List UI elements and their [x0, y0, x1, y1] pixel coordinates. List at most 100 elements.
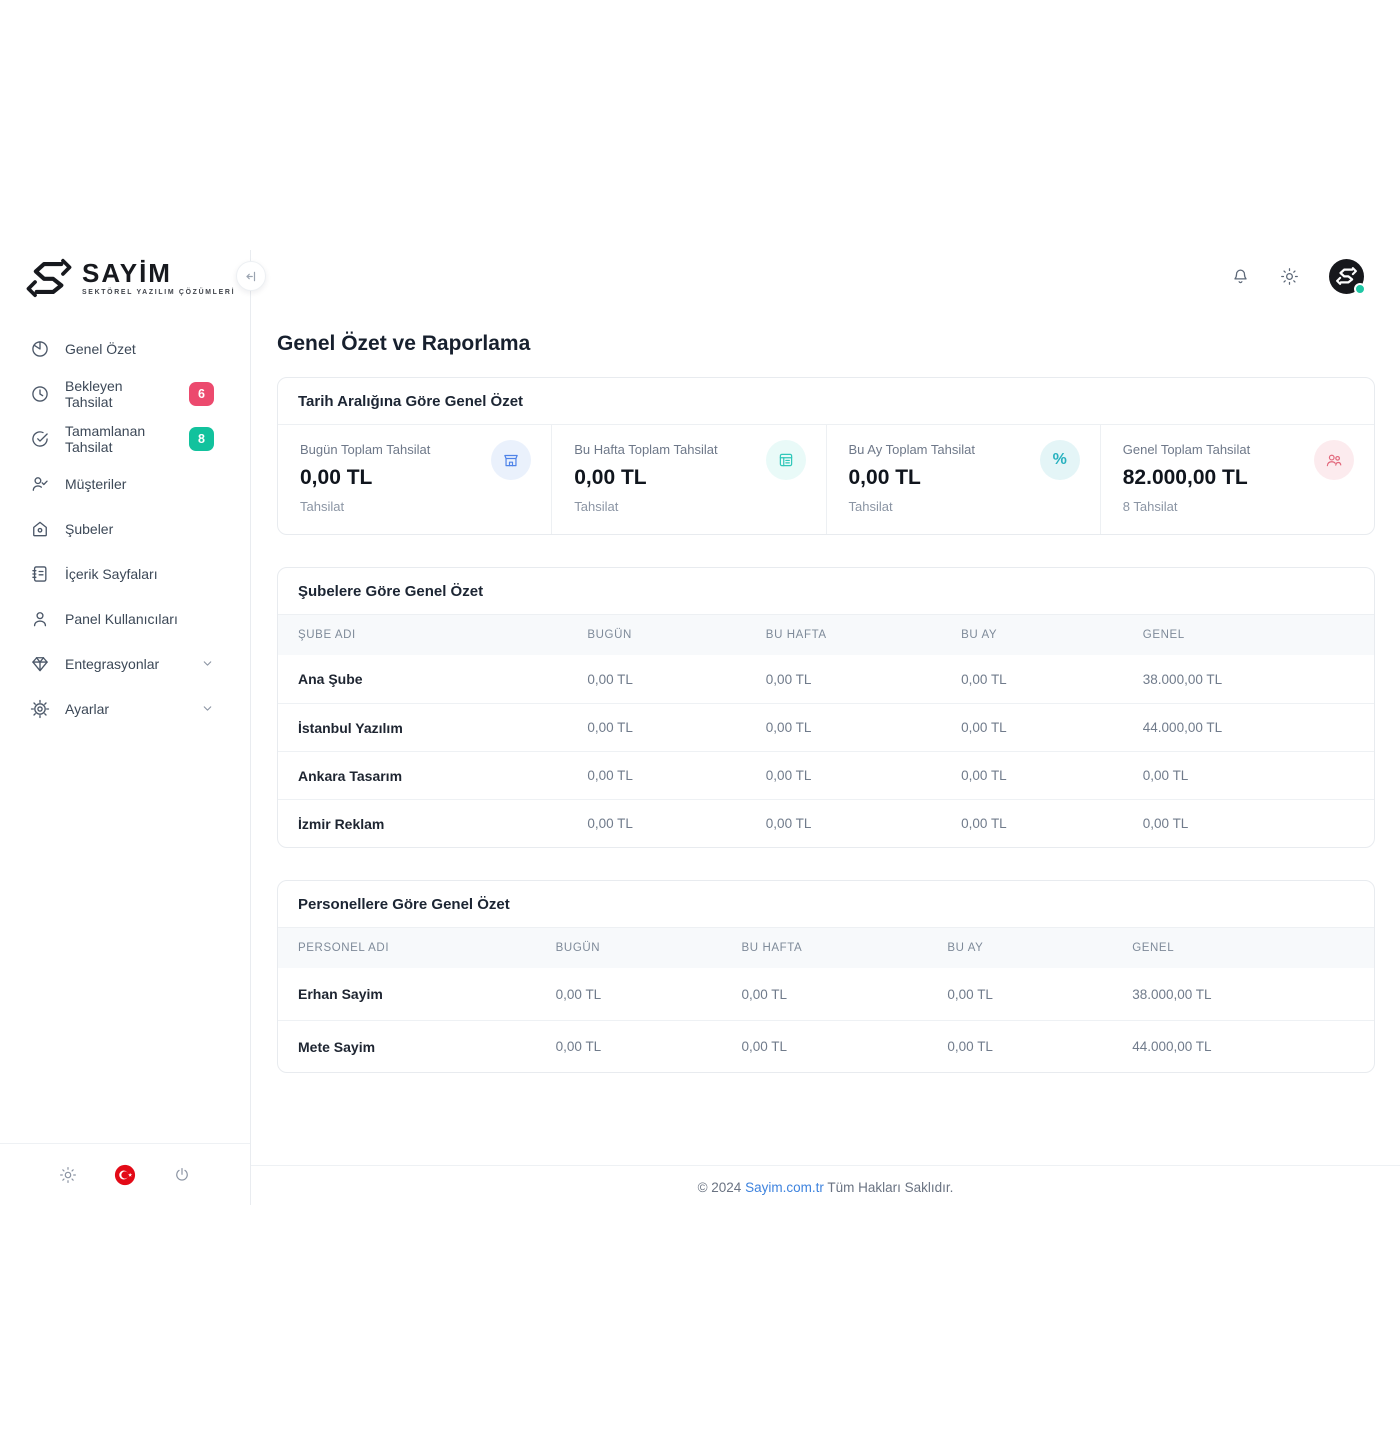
cell-genel: 44.000,00 TL — [1142, 720, 1223, 735]
staff-card-title: Personellere Göre Genel Özet — [278, 881, 1374, 928]
sidebar-nav: Genel Özet Bekleyen Tahsilat 6 Tamamlana — [0, 326, 250, 1143]
column-header: GENEL — [1142, 629, 1185, 641]
sidebar-item-entegrasyonlar[interactable]: Entegrasyonlar — [0, 641, 250, 686]
brand-name: SAYİM — [82, 258, 172, 288]
collapse-left-icon — [244, 269, 259, 284]
staff-name: Mete Sayim — [298, 1038, 376, 1055]
theme-toggle-button[interactable] — [1280, 267, 1299, 286]
table-row: Ana Şube 0,00 TL 0,00 TL 0,00 TL 38.000,… — [278, 655, 1374, 703]
sidebar-item-label: Tamamlanan Tahsilat — [65, 422, 146, 455]
top-bar — [251, 250, 1400, 302]
cell-bugun: 0,00 TL — [587, 768, 633, 783]
table-row: İstanbul Yazılım 0,00 TL 0,00 TL 0,00 TL… — [278, 703, 1374, 751]
table-header-row: ŞUBE ADI BUGÜN BU HAFTA BU AY GENEL — [278, 615, 1374, 655]
page-title: Genel Özet ve Raporlama — [277, 332, 531, 355]
column-header: GENEL — [1132, 942, 1175, 954]
sidebar-item-label: Genel Özet — [65, 340, 136, 357]
column-header: BUGÜN — [587, 629, 632, 641]
turkish-flag-icon — [114, 1164, 136, 1186]
table-row: Ankara Tasarım 0,00 TL 0,00 TL 0,00 TL 0… — [278, 751, 1374, 799]
column-header: BU HAFTA — [765, 629, 827, 641]
theme-toggle-button[interactable] — [59, 1166, 77, 1184]
check-circle-icon — [30, 429, 50, 449]
gem-icon — [30, 654, 50, 674]
stat-value: 0,00 TL — [300, 466, 373, 489]
cell-bugun: 0,00 TL — [587, 720, 633, 735]
column-header: ŞUBE ADI — [298, 629, 356, 641]
completed-count-badge: 8 — [189, 426, 214, 451]
table-row: İzmir Reklam 0,00 TL 0,00 TL 0,00 TL 0,0… — [278, 799, 1374, 847]
branch-name: Ankara Tasarım — [298, 767, 403, 784]
table-header-row: PERSONEL ADI BUGÜN BU HAFTA BU AY GENEL — [278, 928, 1374, 968]
user-check-icon — [30, 474, 50, 494]
cell-genel: 44.000,00 TL — [1132, 1039, 1212, 1054]
sidebar: SAYİM SEKTÖREL YAZILIM ÇÖZÜMLERİ Genel Ö… — [0, 250, 251, 1205]
list-table-icon — [765, 440, 806, 480]
sidebar-item-label: Ayarlar — [65, 700, 110, 717]
column-header: BUGÜN — [555, 942, 601, 954]
column-header: BU HAFTA — [741, 942, 803, 954]
stat-value: 82.000,00 TL — [1122, 466, 1248, 489]
brand-tagline: SEKTÖREL YAZILIM ÇÖZÜMLERİ — [82, 289, 236, 296]
power-icon — [173, 1166, 191, 1184]
sidebar-item-label: Müşteriler — [65, 475, 127, 492]
stat-value: 0,00 TL — [574, 466, 647, 489]
sidebar-collapse-button[interactable] — [236, 261, 266, 291]
sidebar-item-genel-ozet[interactable]: Genel Özet — [0, 326, 250, 371]
user-avatar[interactable] — [1329, 258, 1366, 295]
cell-bugun: 0,00 TL — [555, 986, 602, 1002]
cell-bu-hafta: 0,00 TL — [765, 768, 812, 783]
percent-icon: % — [1039, 440, 1080, 480]
sidebar-item-ayarlar[interactable]: Ayarlar — [0, 686, 250, 731]
column-header: PERSONEL ADI — [298, 942, 390, 954]
brand-logo[interactable]: SAYİM SEKTÖREL YAZILIM ÇÖZÜMLERİ — [0, 250, 250, 306]
home-icon — [30, 519, 50, 539]
sidebar-item-musteriler[interactable]: Müşteriler — [0, 461, 250, 506]
users-icon — [1314, 440, 1354, 480]
language-button[interactable] — [114, 1164, 136, 1186]
pie-chart-icon — [30, 339, 50, 359]
rights-text: Tüm Hakları Saklıdır. — [827, 1180, 954, 1195]
column-header: BU AY — [947, 942, 984, 954]
sidebar-item-panel-kullanicilari[interactable]: Panel Kullanıcıları — [0, 596, 250, 641]
cell-bugun: 0,00 TL — [587, 671, 633, 687]
stat-value: 0,00 TL — [848, 466, 921, 489]
pending-count-badge: 6 — [189, 381, 214, 406]
cell-bu-ay: 0,00 TL — [961, 671, 1007, 687]
cell-genel: 38.000,00 TL — [1132, 986, 1212, 1002]
stat-sub: Tahsilat — [574, 499, 619, 514]
footer: © 2024 Sayim.com.tr Tüm Hakları Saklıdır… — [251, 1165, 1400, 1205]
staff-name: Erhan Sayim — [298, 986, 383, 1002]
online-status-dot — [1354, 282, 1366, 295]
branch-name: Ana Şube — [298, 671, 363, 687]
cell-bu-ay: 0,00 TL — [961, 816, 1007, 831]
sidebar-item-icerik-sayfalari[interactable]: İçerik Sayfaları — [0, 551, 250, 596]
table-row: Mete Sayim 0,00 TL 0,00 TL 0,00 TL 44.00… — [278, 1020, 1374, 1072]
clock-icon — [30, 384, 50, 404]
copyright-text: © 2024 — [697, 1180, 742, 1195]
stat-bu-ay: Bu Ay Toplam Tahsilat 0,00 TL Tahsilat % — [825, 425, 1100, 534]
cell-genel: 0,00 TL — [1142, 768, 1189, 783]
cell-bu-ay: 0,00 TL — [947, 986, 993, 1002]
branches-card: Şubelere Göre Genel Özet ŞUBE ADI BUGÜN … — [277, 567, 1375, 848]
user-icon — [30, 609, 50, 629]
notifications-button[interactable] — [1231, 267, 1250, 286]
cell-genel: 0,00 TL — [1142, 816, 1189, 831]
cell-bu-hafta: 0,00 TL — [765, 816, 812, 831]
sidebar-item-subeler[interactable]: Şubeler — [0, 506, 250, 551]
cell-bu-ay: 0,00 TL — [947, 1039, 993, 1054]
cell-genel: 38.000,00 TL — [1142, 671, 1223, 687]
cell-bu-hafta: 0,00 TL — [741, 1039, 788, 1054]
notebook-icon — [30, 564, 50, 584]
sidebar-item-label: İçerik Sayfaları — [65, 565, 158, 582]
logout-button[interactable] — [173, 1166, 191, 1184]
stat-sub: 8 Tahsilat — [1122, 499, 1178, 514]
stat-bugun: Bugün Toplam Tahsilat 0,00 TL Tahsilat — [278, 425, 551, 534]
chevron-down-icon — [201, 702, 214, 715]
sayim-logo-icon — [26, 258, 72, 298]
sidebar-item-bekleyen-tahsilat[interactable]: Bekleyen Tahsilat 6 — [0, 371, 250, 416]
stat-genel: Genel Toplam Tahsilat 82.000,00 TL 8 Tah… — [1099, 425, 1374, 534]
footer-link[interactable]: Sayim.com.tr — [745, 1180, 824, 1195]
sidebar-item-tamamlanan-tahsilat[interactable]: Tamamlanan Tahsilat 8 — [0, 416, 250, 461]
branch-name: İzmir Reklam — [298, 815, 385, 832]
